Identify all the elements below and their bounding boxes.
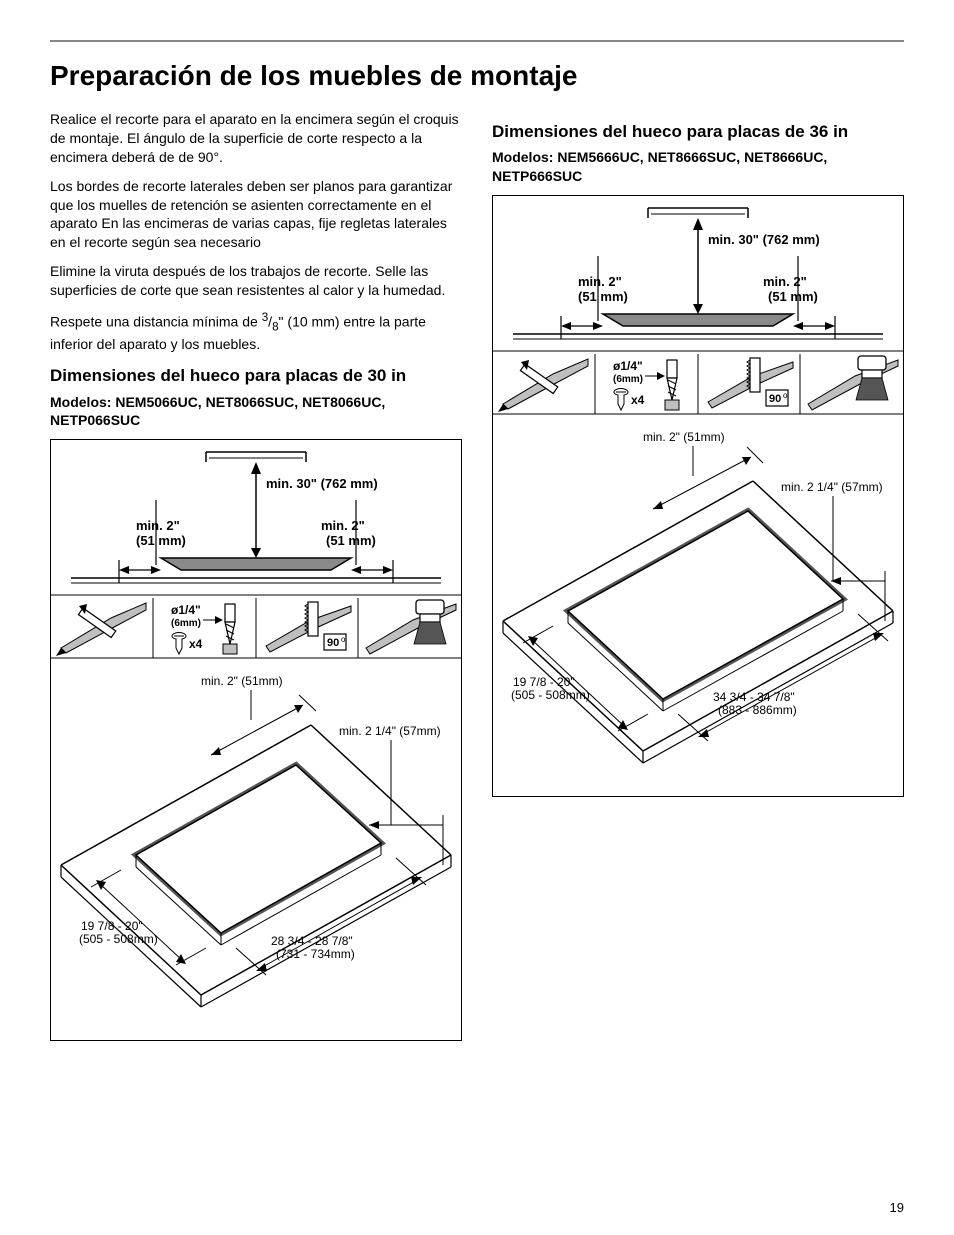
svg-text:(51 mm): (51 mm): [136, 533, 186, 548]
svg-text:ø1/4": ø1/4": [171, 603, 201, 617]
svg-text:o: o: [341, 635, 346, 644]
intro-p3: Elimine la viruta después de los trabajo…: [50, 262, 462, 300]
svg-text:(6mm): (6mm): [613, 374, 643, 385]
svg-text:min. 2": min. 2": [321, 518, 365, 533]
section36-models: Modelos: NEM5666UC, NET8666SUC, NET8666U…: [492, 148, 904, 184]
section30-heading: Dimensiones del hueco para placas de 30 …: [50, 366, 462, 386]
svg-text:(505 - 508mm): (505 - 508mm): [511, 688, 590, 702]
svg-text:o: o: [783, 391, 788, 400]
diagram-36in: min. 30" (762 mm) min. 2" (51 mm) min. 2…: [492, 195, 904, 797]
svg-text:x4: x4: [631, 393, 645, 407]
svg-text:(6mm): (6mm): [171, 618, 201, 629]
svg-text:(51 mm): (51 mm): [578, 289, 628, 304]
section36-heading: Dimensiones del hueco para placas de 36 …: [492, 122, 904, 142]
svg-text:min. 2": min. 2": [578, 274, 622, 289]
svg-text:(883 - 886mm): (883 - 886mm): [718, 703, 797, 717]
svg-text:(51 mm): (51 mm): [326, 533, 376, 548]
intro-p1: Realice el recorte para el aparato en la…: [50, 110, 462, 167]
svg-text:(505 - 508mm): (505 - 508mm): [79, 932, 158, 946]
intro-p4: Respete una distancia mínima de 3/8" (10…: [50, 310, 462, 354]
svg-text:min. 2 1/4" (57mm): min. 2 1/4" (57mm): [781, 480, 883, 494]
svg-text:19 7/8 - 20": 19 7/8 - 20": [81, 919, 143, 933]
svg-text:ø1/4": ø1/4": [613, 359, 643, 373]
svg-text:min. 2" (51mm): min. 2" (51mm): [201, 674, 283, 688]
svg-text:34 3/4 - 34 7/8": 34 3/4 - 34 7/8": [713, 690, 795, 704]
svg-text:19 7/8 - 20": 19 7/8 - 20": [513, 675, 575, 689]
svg-text:90: 90: [769, 393, 781, 405]
svg-text:min. 2" (51mm): min. 2" (51mm): [643, 430, 725, 444]
left-column: Realice el recorte para el aparato en la…: [50, 110, 462, 1041]
section30-models: Modelos: NEM5066UC, NET8066SUC, NET8066U…: [50, 393, 462, 429]
svg-text:min. 2": min. 2": [136, 518, 180, 533]
svg-text:28 3/4 - 28 7/8": 28 3/4 - 28 7/8": [271, 934, 353, 948]
diagram-30in: min. 30" (762 mm) min. 2" (51 mm) min. 2…: [50, 439, 462, 1041]
content-columns: Realice el recorte para el aparato en la…: [50, 110, 904, 1041]
svg-text:(731 - 734mm): (731 - 734mm): [276, 947, 355, 961]
page-title: Preparación de los muebles de montaje: [50, 60, 904, 92]
top-rule: [50, 40, 904, 42]
svg-text:min. 2 1/4" (57mm): min. 2 1/4" (57mm): [339, 724, 441, 738]
svg-text:(51 mm): (51 mm): [768, 289, 818, 304]
right-column: Dimensiones del hueco para placas de 36 …: [492, 110, 904, 1041]
svg-text:x4: x4: [189, 637, 203, 651]
svg-text:90: 90: [327, 637, 339, 649]
svg-text:min. 30" (762 mm): min. 30" (762 mm): [266, 476, 378, 491]
intro-p2: Los bordes de recorte laterales deben se…: [50, 177, 462, 253]
svg-text:min. 30" (762 mm): min. 30" (762 mm): [708, 232, 820, 247]
svg-text:min. 2": min. 2": [763, 274, 807, 289]
page-number: 19: [890, 1200, 904, 1215]
